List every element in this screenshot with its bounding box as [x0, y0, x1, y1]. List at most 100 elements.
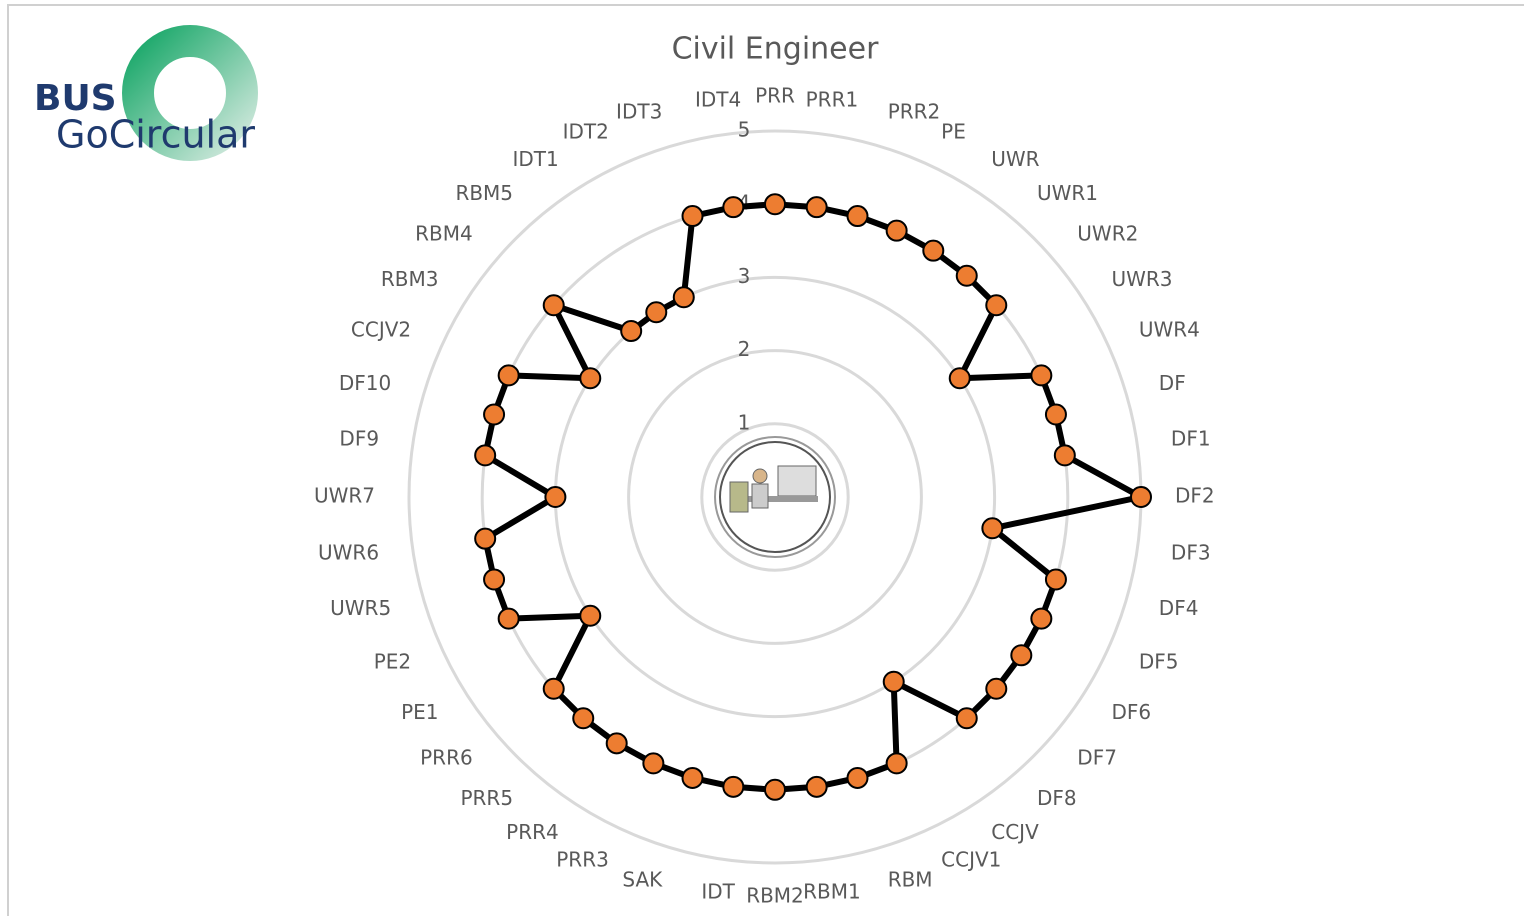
- category-label: CCJV1: [941, 847, 1001, 871]
- data-point: [542, 677, 565, 700]
- data-point: [474, 527, 497, 550]
- category-label: UWR5: [330, 596, 391, 620]
- category-label: DF10: [339, 371, 391, 395]
- category-label: UWR4: [1139, 317, 1200, 341]
- category-label: DF3: [1171, 540, 1211, 564]
- category-label: DF: [1159, 371, 1186, 395]
- category-label: PE1: [401, 700, 438, 724]
- category-label: PRR3: [556, 847, 609, 871]
- data-point: [846, 205, 869, 228]
- category-label: RBM3: [381, 267, 439, 291]
- logo-text: GoCircular: [56, 113, 255, 157]
- marks: [474, 193, 1152, 801]
- category-label: RBM1: [803, 879, 861, 903]
- category-label: UWR3: [1112, 267, 1173, 291]
- data-point: [722, 775, 745, 798]
- data-point: [497, 364, 520, 387]
- data-point: [882, 670, 905, 693]
- logo-text: BUS: [34, 78, 117, 119]
- data-point: [1044, 403, 1067, 426]
- data-point: [1130, 486, 1152, 508]
- data-point: [922, 239, 945, 262]
- data-point: [805, 775, 828, 798]
- category-label: PE: [941, 120, 966, 144]
- data-point: [1030, 607, 1053, 630]
- category-label: IDT4: [695, 88, 741, 112]
- chart-title: Civil Engineer: [672, 32, 880, 67]
- data-point: [474, 444, 497, 467]
- data-point: [985, 294, 1008, 317]
- category-label: PRR4: [506, 820, 559, 844]
- data-point: [948, 367, 971, 390]
- category-label: RBM4: [415, 222, 473, 246]
- r-tick-label: 3: [738, 264, 751, 288]
- icon-desk: [748, 496, 818, 502]
- data-point: [1044, 568, 1067, 591]
- icon-chair: [729, 481, 749, 513]
- data-point: [497, 607, 520, 630]
- category-label: PRR1: [806, 88, 859, 112]
- data-point: [483, 403, 506, 426]
- category-label: DF2: [1175, 484, 1215, 508]
- logo: BUS GoCircular: [34, 25, 258, 161]
- category-label: CCJV2: [351, 317, 411, 341]
- category-label: DF8: [1037, 786, 1077, 810]
- category-label: RBM5: [455, 181, 513, 205]
- category-label: DF6: [1112, 700, 1152, 724]
- category-label: UWR2: [1077, 222, 1138, 246]
- data-point: [955, 707, 978, 730]
- data-point: [885, 219, 908, 242]
- category-label: DF4: [1159, 596, 1199, 620]
- data-point: [885, 752, 908, 775]
- data-point: [764, 778, 786, 801]
- data-point: [483, 568, 506, 591]
- category-label: RBM2: [746, 884, 804, 908]
- r-tick-label: 5: [738, 118, 751, 142]
- data-point: [645, 301, 668, 324]
- category-label: RBM: [888, 867, 933, 891]
- data-point: [642, 752, 665, 775]
- category-label: UWR6: [318, 540, 379, 564]
- category-label: UWR: [991, 147, 1039, 171]
- category-label: IDT2: [563, 120, 609, 144]
- data-point: [764, 193, 786, 216]
- category-label: PRR2: [888, 100, 941, 124]
- data-point: [722, 196, 745, 219]
- icon-person: [751, 483, 769, 509]
- data-point: [1010, 644, 1033, 667]
- frame: [7, 4, 1524, 920]
- data-point: [955, 264, 978, 287]
- category-label: UWR1: [1037, 181, 1098, 205]
- data-point: [981, 517, 1004, 540]
- category-label: DF1: [1171, 427, 1211, 451]
- icon-person: [752, 468, 768, 484]
- category-label: CCJV: [991, 820, 1039, 844]
- category-label: IDT1: [512, 147, 558, 171]
- category-label: IDT: [701, 879, 735, 903]
- category-label: SAK: [622, 867, 663, 891]
- data-point: [805, 196, 828, 219]
- category-label: DF7: [1077, 745, 1117, 769]
- data-point: [605, 732, 628, 755]
- category-label: DF9: [339, 427, 379, 451]
- data-point: [846, 766, 869, 789]
- data-point: [579, 604, 602, 627]
- logo-ring: [122, 25, 258, 161]
- category-label: UWR7: [314, 484, 375, 508]
- category-label: PRR: [755, 84, 795, 108]
- data-point: [620, 320, 643, 343]
- data-point: [572, 707, 595, 730]
- category-label: PRR5: [460, 786, 513, 810]
- grid-ring: [700, 422, 850, 572]
- data-point: [1053, 444, 1076, 467]
- category-label: PE2: [374, 650, 411, 674]
- data-point: [1030, 364, 1053, 387]
- data-point: [544, 486, 567, 508]
- data-point: [579, 367, 602, 390]
- r-tick-label: 1: [738, 410, 751, 434]
- icon-monitor: [777, 465, 817, 497]
- data-point: [542, 294, 565, 317]
- data-point: [681, 766, 704, 789]
- data-point: [672, 286, 695, 309]
